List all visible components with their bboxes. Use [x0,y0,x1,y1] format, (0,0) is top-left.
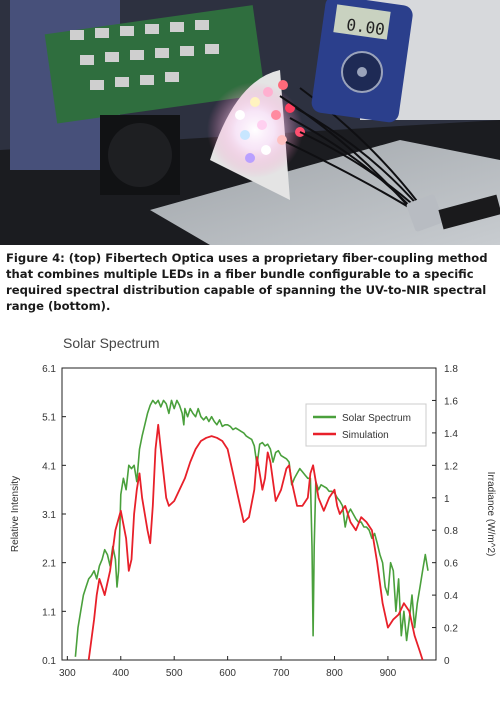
y2-tick-label: 0.2 [444,624,458,635]
y2-tick-label: 1.6 [444,396,458,407]
right-axis-ticks: 1.8 1.6 1.4 1.2 1 0.8 0.6 0.4 0.2 0 [432,364,458,667]
figure-caption: Figure 4: (top) Fibertech Optica uses a … [6,251,488,313]
y-tick-label: 4.1 [42,461,56,472]
photo-illustration: 0.00 [0,0,500,245]
solar-spectrum-chart: Solar Spectrum 6.1 5.1 4.1 3.1 2.1 1.1 0.1 1.8… [0,330,500,700]
y2-tick-label: 0.6 [444,559,458,570]
chart-svg: Solar Spectrum 6.1 5.1 4.1 3.1 2.1 1.1 0.1 1.8… [10,335,496,679]
x-tick-label: 700 [273,668,290,679]
x-tick-label: 900 [380,668,397,679]
x-tick-label: 800 [326,668,343,679]
y2-tick-label: 1.8 [444,364,458,375]
legend-box [305,403,427,447]
y2-tick-label: 0.4 [444,591,458,602]
y-axis-label: Relative Intensity [10,476,21,552]
y2-tick-label: 1.2 [444,461,458,472]
y-tick-label: 1.1 [42,607,56,618]
legend-label-simulation: Simulation [342,430,389,441]
y-tick-label: 5.1 [42,413,56,424]
y-tick-label: 0.1 [42,656,56,667]
series-lines [74,399,429,661]
y2-axis-label: Irradiance (W/m^2) [485,472,496,557]
series-line-solar-spectrum [74,399,429,657]
led-fiber-coupler-photo: 0.00 [0,0,500,245]
y2-tick-label: 1 [444,494,450,505]
y2-tick-label: 0.8 [444,526,458,537]
x-axis-ticks: 300 400 500 600 700 800 900 [59,656,397,679]
legend: Solar Spectrum Simulation [305,403,427,447]
y2-tick-label: 1.4 [444,429,458,440]
legend-label-solar-spectrum: Solar Spectrum [342,413,411,424]
series-line-simulation [87,423,424,661]
x-tick-label: 400 [112,668,129,679]
left-axis-ticks: 6.1 5.1 4.1 3.1 2.1 1.1 0.1 [42,364,66,667]
y-tick-label: 3.1 [42,510,56,521]
chart-title: Solar Spectrum [63,335,159,351]
y-tick-label: 6.1 [42,364,56,375]
y2-tick-label: 0 [444,656,450,667]
y-tick-label: 2.1 [42,559,56,570]
x-tick-label: 300 [59,668,76,679]
x-tick-label: 600 [219,668,236,679]
x-tick-label: 500 [166,668,183,679]
